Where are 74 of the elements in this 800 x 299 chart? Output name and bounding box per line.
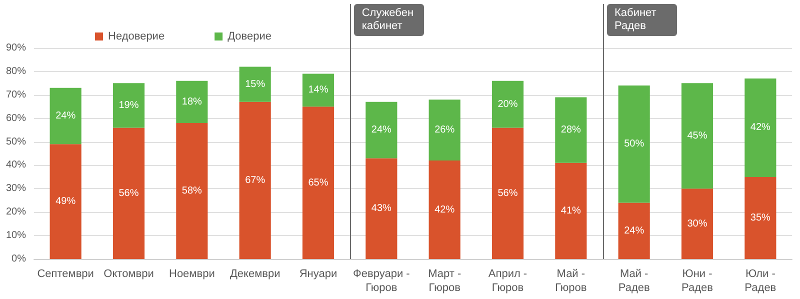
data-label: 19% xyxy=(118,100,139,111)
bar xyxy=(492,128,524,259)
data-label: 30% xyxy=(687,218,708,230)
y-tick-label: 20% xyxy=(6,206,26,218)
x-tick-label: Септември xyxy=(37,268,94,280)
data-label: 45% xyxy=(687,130,708,142)
data-label: 35% xyxy=(750,212,771,224)
bar xyxy=(50,144,82,259)
y-tick-label: 80% xyxy=(6,66,26,77)
bar xyxy=(681,83,714,189)
bar xyxy=(618,202,650,259)
bar xyxy=(744,78,776,177)
data-label: 56% xyxy=(498,188,518,199)
data-label: 42% xyxy=(434,204,455,216)
bar xyxy=(366,158,398,259)
bar xyxy=(681,188,714,259)
data-label: 41% xyxy=(560,205,582,216)
data-label: 50% xyxy=(624,138,644,150)
data-label: 20% xyxy=(498,98,518,110)
text: Служебен кабинет xyxy=(354,4,424,36)
data-label: 28% xyxy=(560,124,582,136)
x-tick-label: Юли - Радев xyxy=(744,268,776,294)
bar xyxy=(302,106,334,259)
x-tick-label: Февруари - Гюров xyxy=(353,268,410,294)
bar xyxy=(176,123,208,259)
data-label: 56% xyxy=(118,188,139,199)
bar xyxy=(366,102,398,158)
bar xyxy=(555,162,587,259)
y-tick-label: 70% xyxy=(6,89,26,100)
x-tick-label: Октомври xyxy=(104,268,154,280)
x-tick-label: Декември xyxy=(230,268,280,280)
data-label: 15% xyxy=(245,78,266,90)
data-label: 43% xyxy=(371,203,392,214)
data-label: 24% xyxy=(624,225,644,236)
bar xyxy=(428,100,460,161)
data-label: 65% xyxy=(308,177,328,188)
legend-label: Доверие xyxy=(228,30,272,42)
data-label: 67% xyxy=(245,174,266,186)
bar xyxy=(50,88,82,144)
bar xyxy=(239,102,271,259)
y-tick-label: 40% xyxy=(6,160,26,171)
data-label: 42% xyxy=(750,122,771,134)
x-tick-label: Януари xyxy=(299,268,338,280)
data-label: 58% xyxy=(182,186,202,197)
bar xyxy=(744,176,776,259)
text: Кабинет Радев xyxy=(606,4,676,36)
data-label: 18% xyxy=(182,96,202,108)
bar xyxy=(555,97,587,163)
y-tick-label: 90% xyxy=(6,42,26,54)
x-tick-label: Май - Радев xyxy=(618,268,650,294)
y-tick-label: 30% xyxy=(6,183,26,194)
y-tick-label: 10% xyxy=(6,230,26,242)
x-tick-label: Март - Гюров xyxy=(428,268,462,294)
legend-label: Недоверие xyxy=(108,30,165,42)
x-tick-label: Юни - Радев xyxy=(682,268,714,294)
x-tick-label: Ноември xyxy=(168,268,215,280)
data-label: 24% xyxy=(371,124,392,136)
bar xyxy=(176,80,208,124)
bar xyxy=(239,66,271,102)
bar xyxy=(618,86,650,203)
bar xyxy=(112,128,145,259)
data-label: 24% xyxy=(56,110,76,122)
x-tick-label: Май - Гюров xyxy=(555,268,587,294)
bar xyxy=(428,160,460,259)
y-tick-label: 60% xyxy=(6,112,26,124)
x-tick-label: Април - Гюров xyxy=(488,268,528,294)
y-tick-label: 0% xyxy=(12,254,26,264)
bar xyxy=(302,74,334,107)
data-label: 49% xyxy=(56,196,76,208)
data-label: 14% xyxy=(308,84,328,96)
bar xyxy=(112,83,145,128)
bar xyxy=(492,80,524,128)
data-label: 26% xyxy=(434,124,455,136)
y-tick-label: 50% xyxy=(6,136,26,148)
